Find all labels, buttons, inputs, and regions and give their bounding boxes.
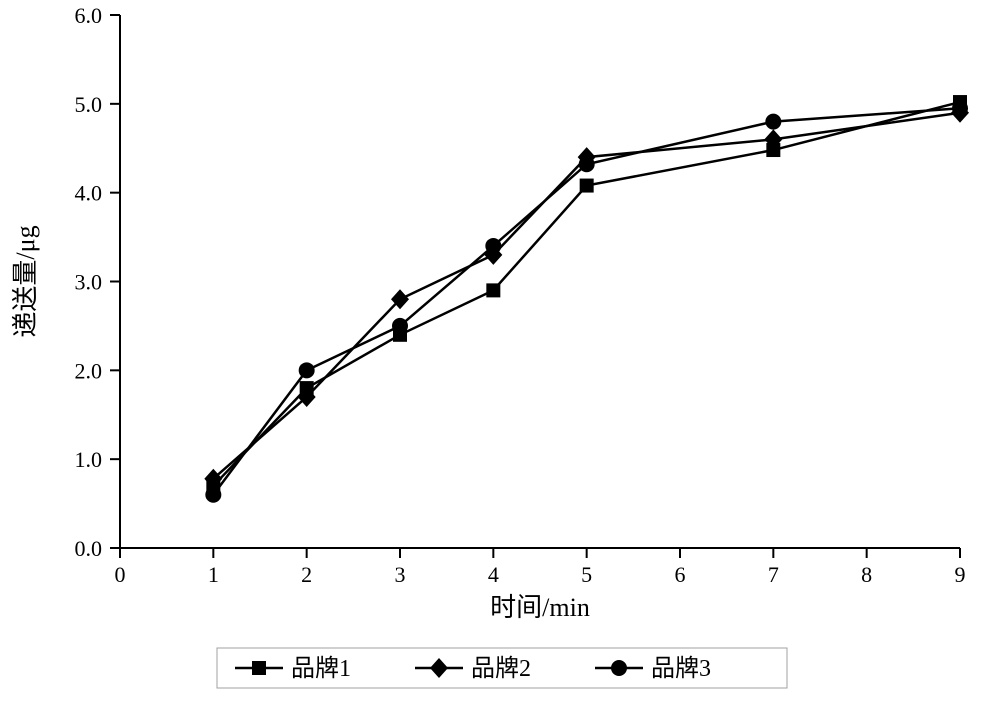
marker-brand3	[392, 318, 408, 334]
legend-marker-brand1	[252, 661, 266, 675]
marker-brand1	[580, 179, 594, 193]
marker-brand3	[485, 238, 501, 254]
y-tick-label: 5.0	[75, 92, 103, 117]
marker-brand3	[952, 100, 968, 116]
x-tick-label: 5	[581, 562, 592, 587]
x-tick-label: 0	[115, 562, 126, 587]
line-chart: 0 1 2 3 4 5 6 7 8 9 0.0 1.0 2.0 3.0 4.0 5.0 6.0 时间/min 递送量…	[0, 0, 1000, 701]
x-tick-label: 4	[488, 562, 499, 587]
x-tick-label: 7	[768, 562, 779, 587]
y-tick-label: 2.0	[75, 358, 103, 383]
marker-brand3	[765, 114, 781, 130]
y-tick-label: 3.0	[75, 270, 103, 295]
marker-brand3	[299, 362, 315, 378]
chart-svg: 0 1 2 3 4 5 6 7 8 9 0.0 1.0 2.0 3.0 4.0 5.0 6.0 时间/min 递送量…	[0, 0, 1000, 701]
y-tick-label: 4.0	[75, 181, 103, 206]
legend-marker-brand2	[430, 658, 448, 678]
x-axis-title: 时间/min	[490, 593, 590, 622]
x-tick-label: 9	[955, 562, 966, 587]
y-tick-label: 6.0	[75, 3, 103, 28]
x-tick-label: 8	[861, 562, 872, 587]
marker-brand1	[486, 283, 500, 297]
marker-brand3	[579, 156, 595, 172]
x-tick-label: 1	[208, 562, 219, 587]
legend-label-brand3: 品牌3	[651, 655, 711, 682]
legend-label-brand1: 品牌1	[291, 655, 351, 682]
y-axis-title: 递送量/μg	[11, 225, 40, 337]
y-tick-label: 1.0	[75, 447, 103, 472]
legend-label-brand2: 品牌2	[471, 655, 531, 682]
legend-marker-brand3	[611, 660, 627, 676]
x-tick-label: 3	[395, 562, 406, 587]
x-tick-label: 6	[675, 562, 686, 587]
x-tick-label: 2	[301, 562, 312, 587]
y-tick-label: 0.0	[75, 536, 103, 561]
marker-brand3	[205, 487, 221, 503]
